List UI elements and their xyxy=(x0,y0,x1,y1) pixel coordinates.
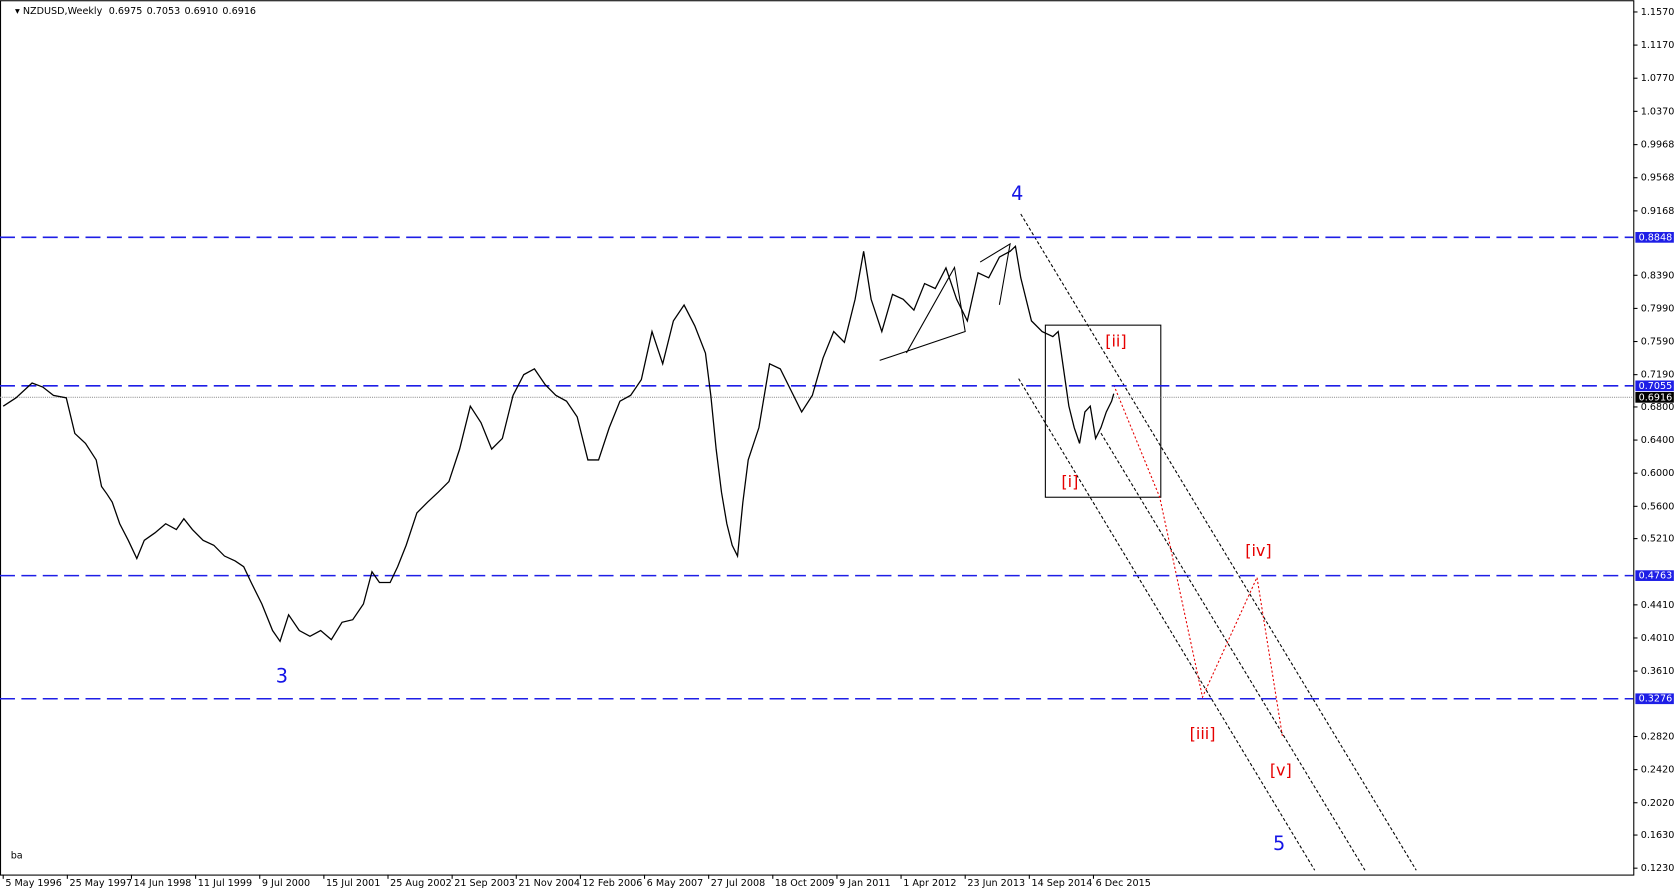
x-tick-label: 15 Jul 2001 xyxy=(326,878,380,889)
level-label: 0.4763 xyxy=(1639,571,1673,582)
y-tick-label: 0.2420 xyxy=(1641,765,1675,776)
wedge xyxy=(979,242,1011,305)
wave-label: [i] xyxy=(1061,472,1078,491)
y-tick-label: 1.1170 xyxy=(1641,40,1675,51)
x-tick-label: 9 Jul 2000 xyxy=(262,878,310,889)
y-tick-label: 1.1570 xyxy=(1641,7,1675,18)
wedge xyxy=(879,265,966,361)
y-tick-label: 0.9568 xyxy=(1641,173,1675,184)
y-tick-label: 0.9168 xyxy=(1641,206,1675,217)
y-tick-label: 0.4010 xyxy=(1641,633,1675,644)
y-tick-label: 0.6400 xyxy=(1641,435,1675,446)
x-tick-label: 25 May 1997 xyxy=(69,878,132,889)
level-label-box xyxy=(1635,380,1674,392)
level-label-box xyxy=(1635,693,1674,705)
y-tick-label: 0.1630 xyxy=(1641,830,1675,841)
x-tick-label: 12 Feb 2006 xyxy=(583,878,643,889)
x-tick-label: 1 Apr 2012 xyxy=(903,878,956,889)
wave-projection xyxy=(1113,384,1284,738)
x-tick-label: 5 May 1996 xyxy=(5,878,62,889)
y-tick-label: 0.2820 xyxy=(1641,732,1675,743)
footer-label: ba xyxy=(11,850,23,861)
x-tick-label: 25 Aug 2002 xyxy=(390,878,452,889)
drawings xyxy=(879,213,1417,871)
y-tick-label: 0.6800 xyxy=(1641,402,1675,413)
x-tick-label: 9 Jan 2011 xyxy=(839,878,891,889)
y-tick-label: 0.6000 xyxy=(1641,468,1675,479)
last-price-box xyxy=(1635,391,1674,403)
x-tick-label: 23 Jun 2013 xyxy=(967,878,1025,889)
wave-label: 3 xyxy=(276,664,288,687)
x-tick-label: 27 Jul 2008 xyxy=(711,878,765,889)
wave-label: [ii] xyxy=(1105,332,1126,351)
level-label: 0.8848 xyxy=(1639,232,1673,243)
box xyxy=(1044,324,1162,498)
wave-label: [iv] xyxy=(1245,541,1271,560)
symbol-arrow: ▾ xyxy=(15,6,23,17)
x-tick-label: 14 Jun 1998 xyxy=(134,878,192,889)
y-tick-label: 1.0370 xyxy=(1641,106,1675,117)
close: 0.6916 xyxy=(222,6,256,17)
x-tick-label: 14 Sep 2014 xyxy=(1031,878,1092,889)
open: 0.6975 xyxy=(109,6,143,17)
x-tick-label: 21 Nov 2004 xyxy=(518,878,580,889)
level-label: 0.3276 xyxy=(1639,694,1673,705)
plot-frame xyxy=(0,0,1635,876)
wave-label: 4 xyxy=(1011,182,1023,205)
y-tick-label: 0.2020 xyxy=(1641,798,1675,809)
level-label-box xyxy=(1635,570,1674,581)
wave-label: [iii] xyxy=(1190,724,1216,743)
symbol: NZDUSD,Weekly xyxy=(23,6,103,17)
y-tick-label: 0.3610 xyxy=(1641,666,1675,677)
x-tick-label: 21 Sep 2003 xyxy=(454,878,515,889)
chart-title: ▾ NZDUSD,Weekly 0.6975 0.7053 0.6910 0.6916 xyxy=(15,6,256,17)
wave-label: 5 xyxy=(1273,832,1285,855)
y-tick-label: 0.7190 xyxy=(1641,370,1675,381)
wave-label: [v] xyxy=(1270,760,1292,779)
y-tick-label: 0.5600 xyxy=(1641,501,1675,512)
channel-line xyxy=(1020,213,1417,871)
price-line xyxy=(2,244,1115,643)
y-tick-label: 0.5210 xyxy=(1641,534,1675,545)
low: 0.6910 xyxy=(185,6,219,17)
x-tick-label: 11 Jul 1999 xyxy=(198,878,252,889)
x-tick-label: 6 Dec 2015 xyxy=(1096,878,1151,889)
level-label: 0.7055 xyxy=(1639,381,1673,392)
last-price-label: 0.6916 xyxy=(1639,392,1673,403)
y-tick-label: 0.7990 xyxy=(1641,303,1675,314)
x-tick-label: 18 Oct 2009 xyxy=(775,878,834,889)
high: 0.7053 xyxy=(147,6,181,17)
y-tick-label: 0.7590 xyxy=(1641,337,1675,348)
x-tick-label: 6 May 2007 xyxy=(647,878,704,889)
channel-line xyxy=(1018,378,1316,871)
y-tick-label: 0.4410 xyxy=(1641,600,1675,611)
y-tick-label: 0.8390 xyxy=(1641,270,1675,281)
y-tick-label: 0.9968 xyxy=(1641,140,1675,151)
level-label-box xyxy=(1635,232,1674,243)
y-tick-label: 0.1230 xyxy=(1641,863,1675,874)
y-tick-label: 1.0770 xyxy=(1641,73,1675,84)
